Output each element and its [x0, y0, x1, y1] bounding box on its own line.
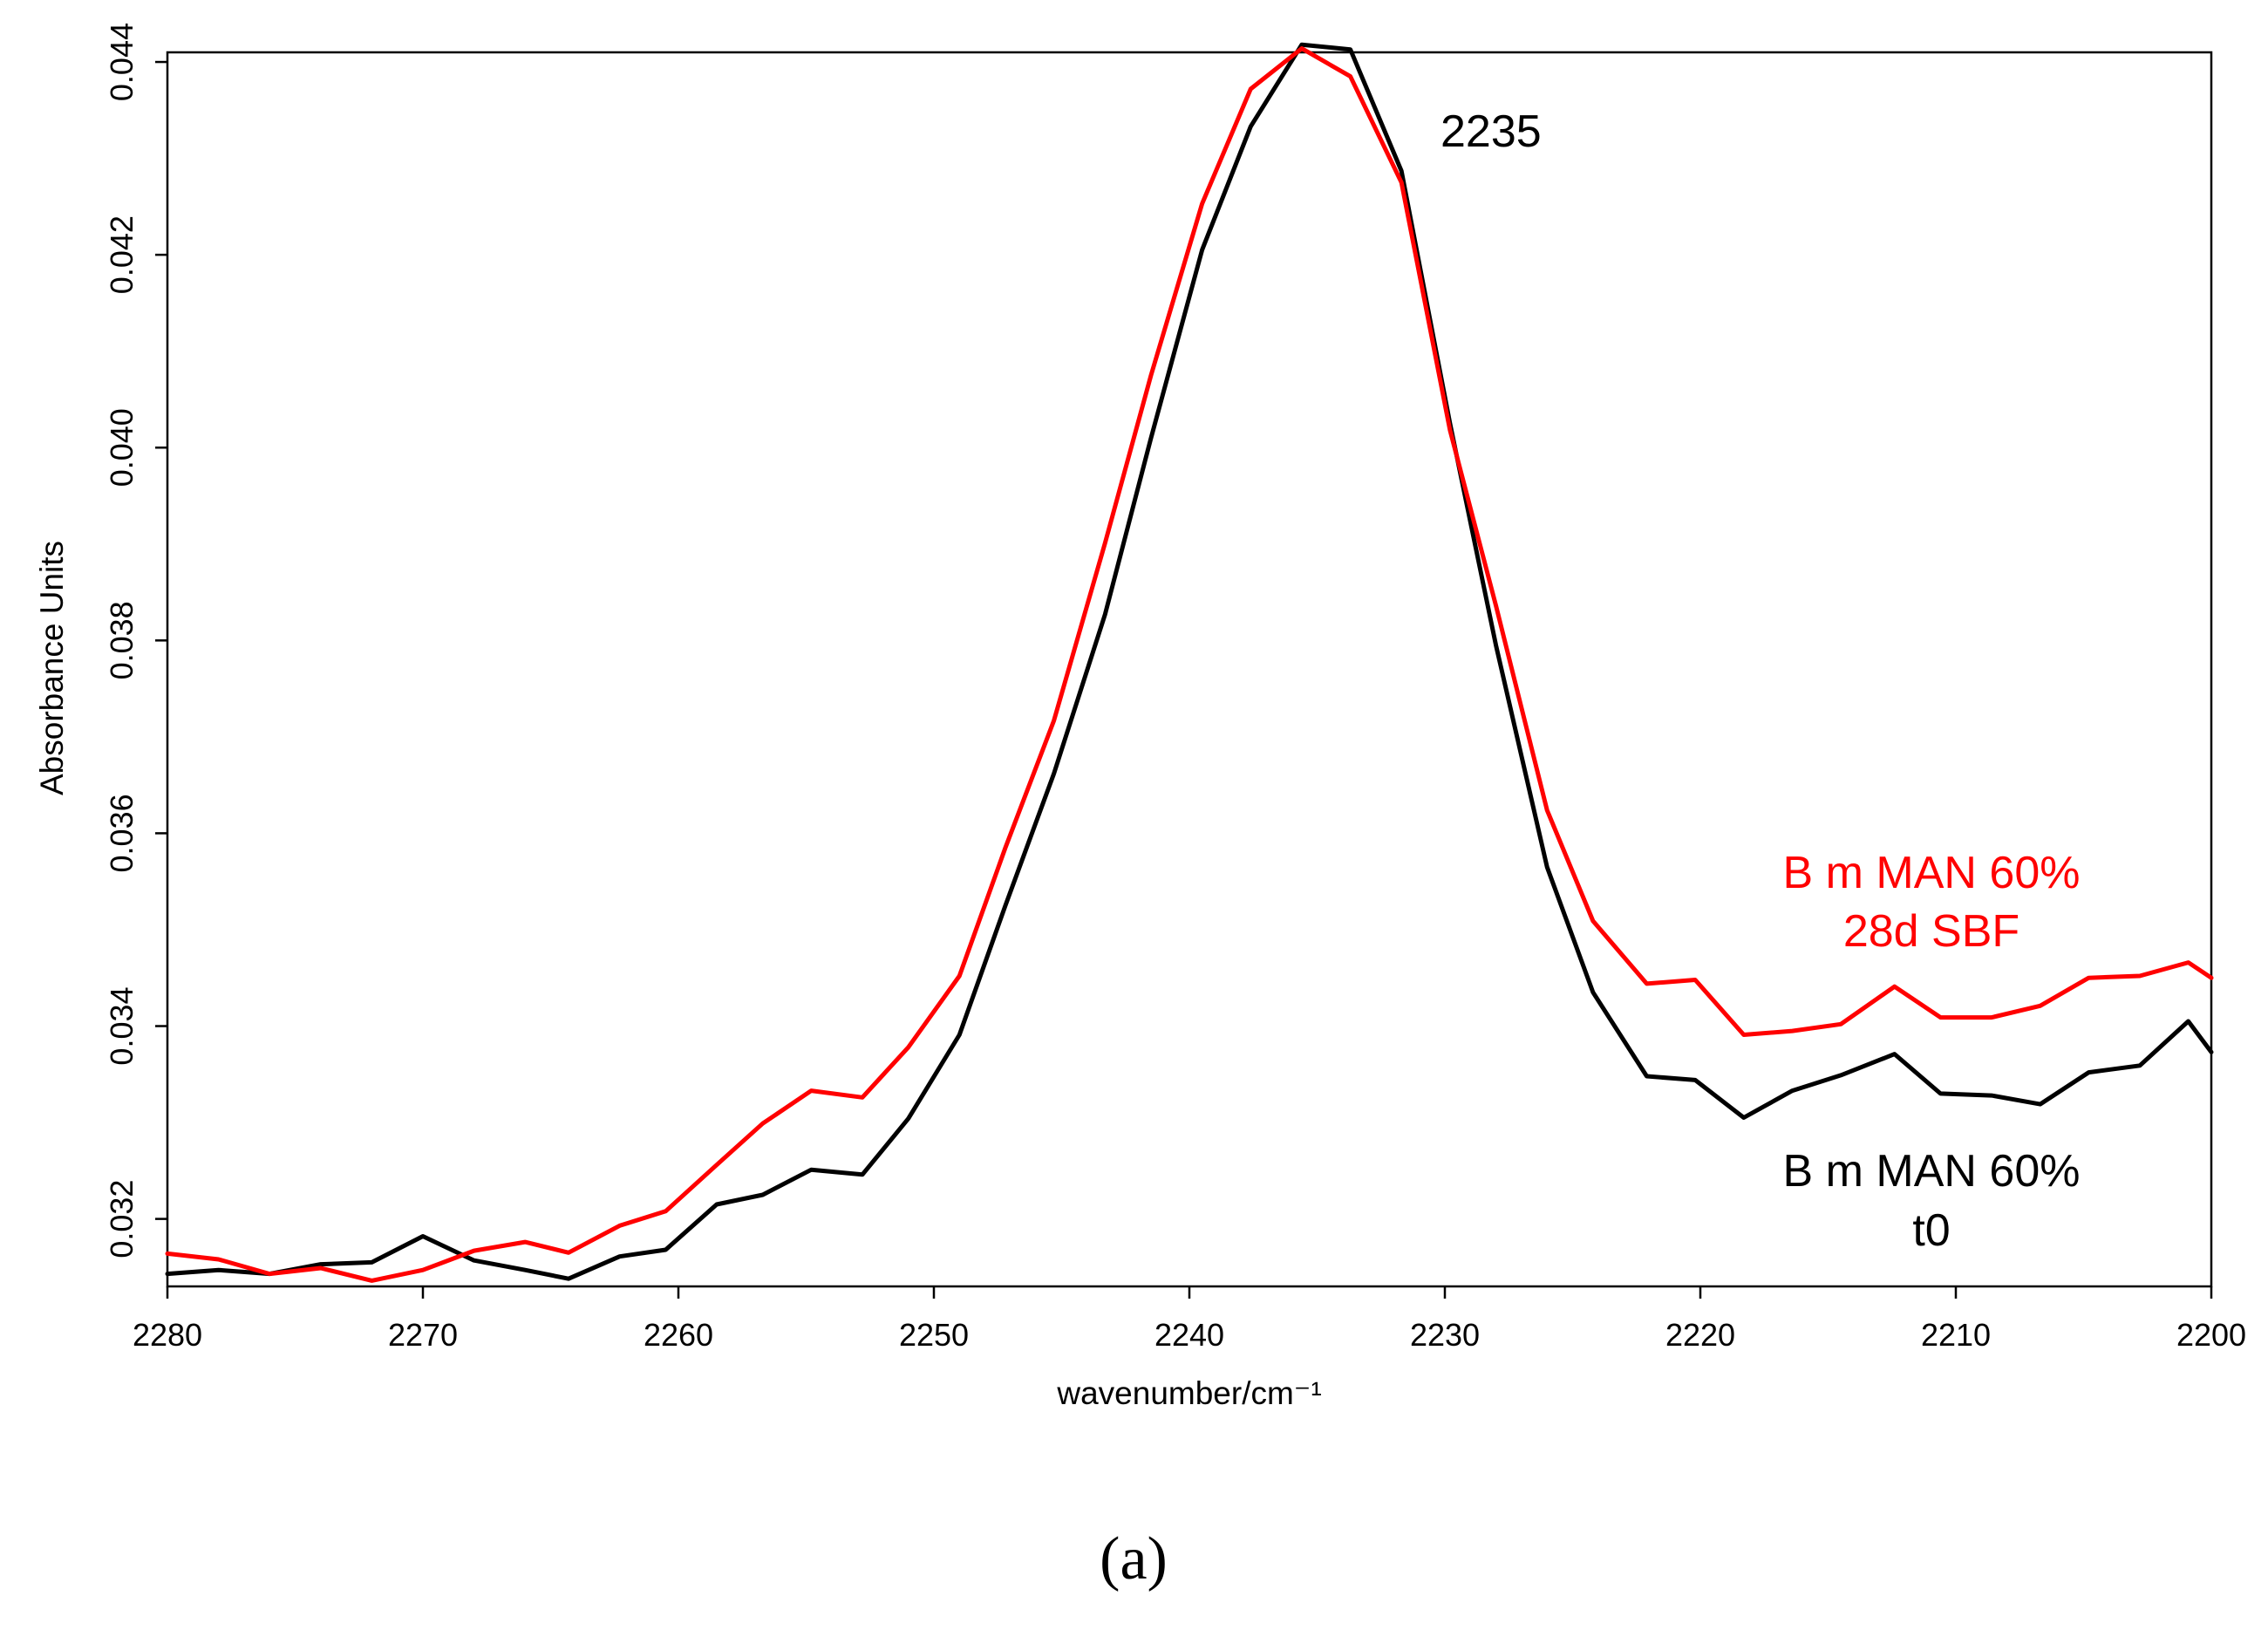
y-tick-label: 0.034: [104, 986, 140, 1065]
series-label-sbf-line1: B m MAN 60%: [1783, 848, 2081, 898]
series-label-t0-line1: B m MAN 60%: [1783, 1146, 2081, 1197]
x-tick-label: 2230: [1410, 1317, 1480, 1353]
x-tick-label: 2210: [1921, 1317, 1991, 1353]
series-label-t0-line2: t0: [1912, 1205, 1950, 1256]
peak-annotation: 2235: [1440, 106, 1542, 157]
x-axis-title: wavenumber/cm⁻¹: [1056, 1375, 1321, 1411]
x-tick-label: 2200: [2176, 1317, 2246, 1353]
x-tick-label: 2260: [644, 1317, 713, 1353]
x-tick-label: 2240: [1154, 1317, 1224, 1353]
panel-label: (a): [1100, 1525, 1168, 1593]
x-axis: 2280 2270 2260 2250 2240 2230 2220 2210 2200: [133, 1286, 2246, 1353]
y-tick-label: 0.032: [104, 1180, 140, 1258]
x-tick-label: 2280: [133, 1317, 202, 1353]
plot-area-frame: [166, 51, 2213, 1288]
series-layer: [165, 42, 2214, 1283]
x-tick-label: 2270: [388, 1317, 458, 1353]
y-tick-label: 0.040: [104, 408, 140, 487]
y-axis-title: Absorbance Units: [34, 541, 70, 795]
series-line-28d-sbf: [165, 46, 2214, 1283]
x-tick-label: 2220: [1665, 1317, 1735, 1353]
y-tick-label: 0.044: [104, 23, 140, 101]
y-tick-label: 0.036: [104, 794, 140, 872]
y-axis: 0.032 0.034 0.036 0.038 0.040 0.042 0.044: [104, 23, 167, 1258]
y-tick-label: 0.042: [104, 215, 140, 294]
x-tick-label: 2250: [899, 1317, 969, 1353]
y-tick-label: 0.038: [104, 601, 140, 679]
series-line-t0: [165, 42, 2214, 1281]
series-label-sbf-line2: 28d SBF: [1843, 906, 2019, 957]
